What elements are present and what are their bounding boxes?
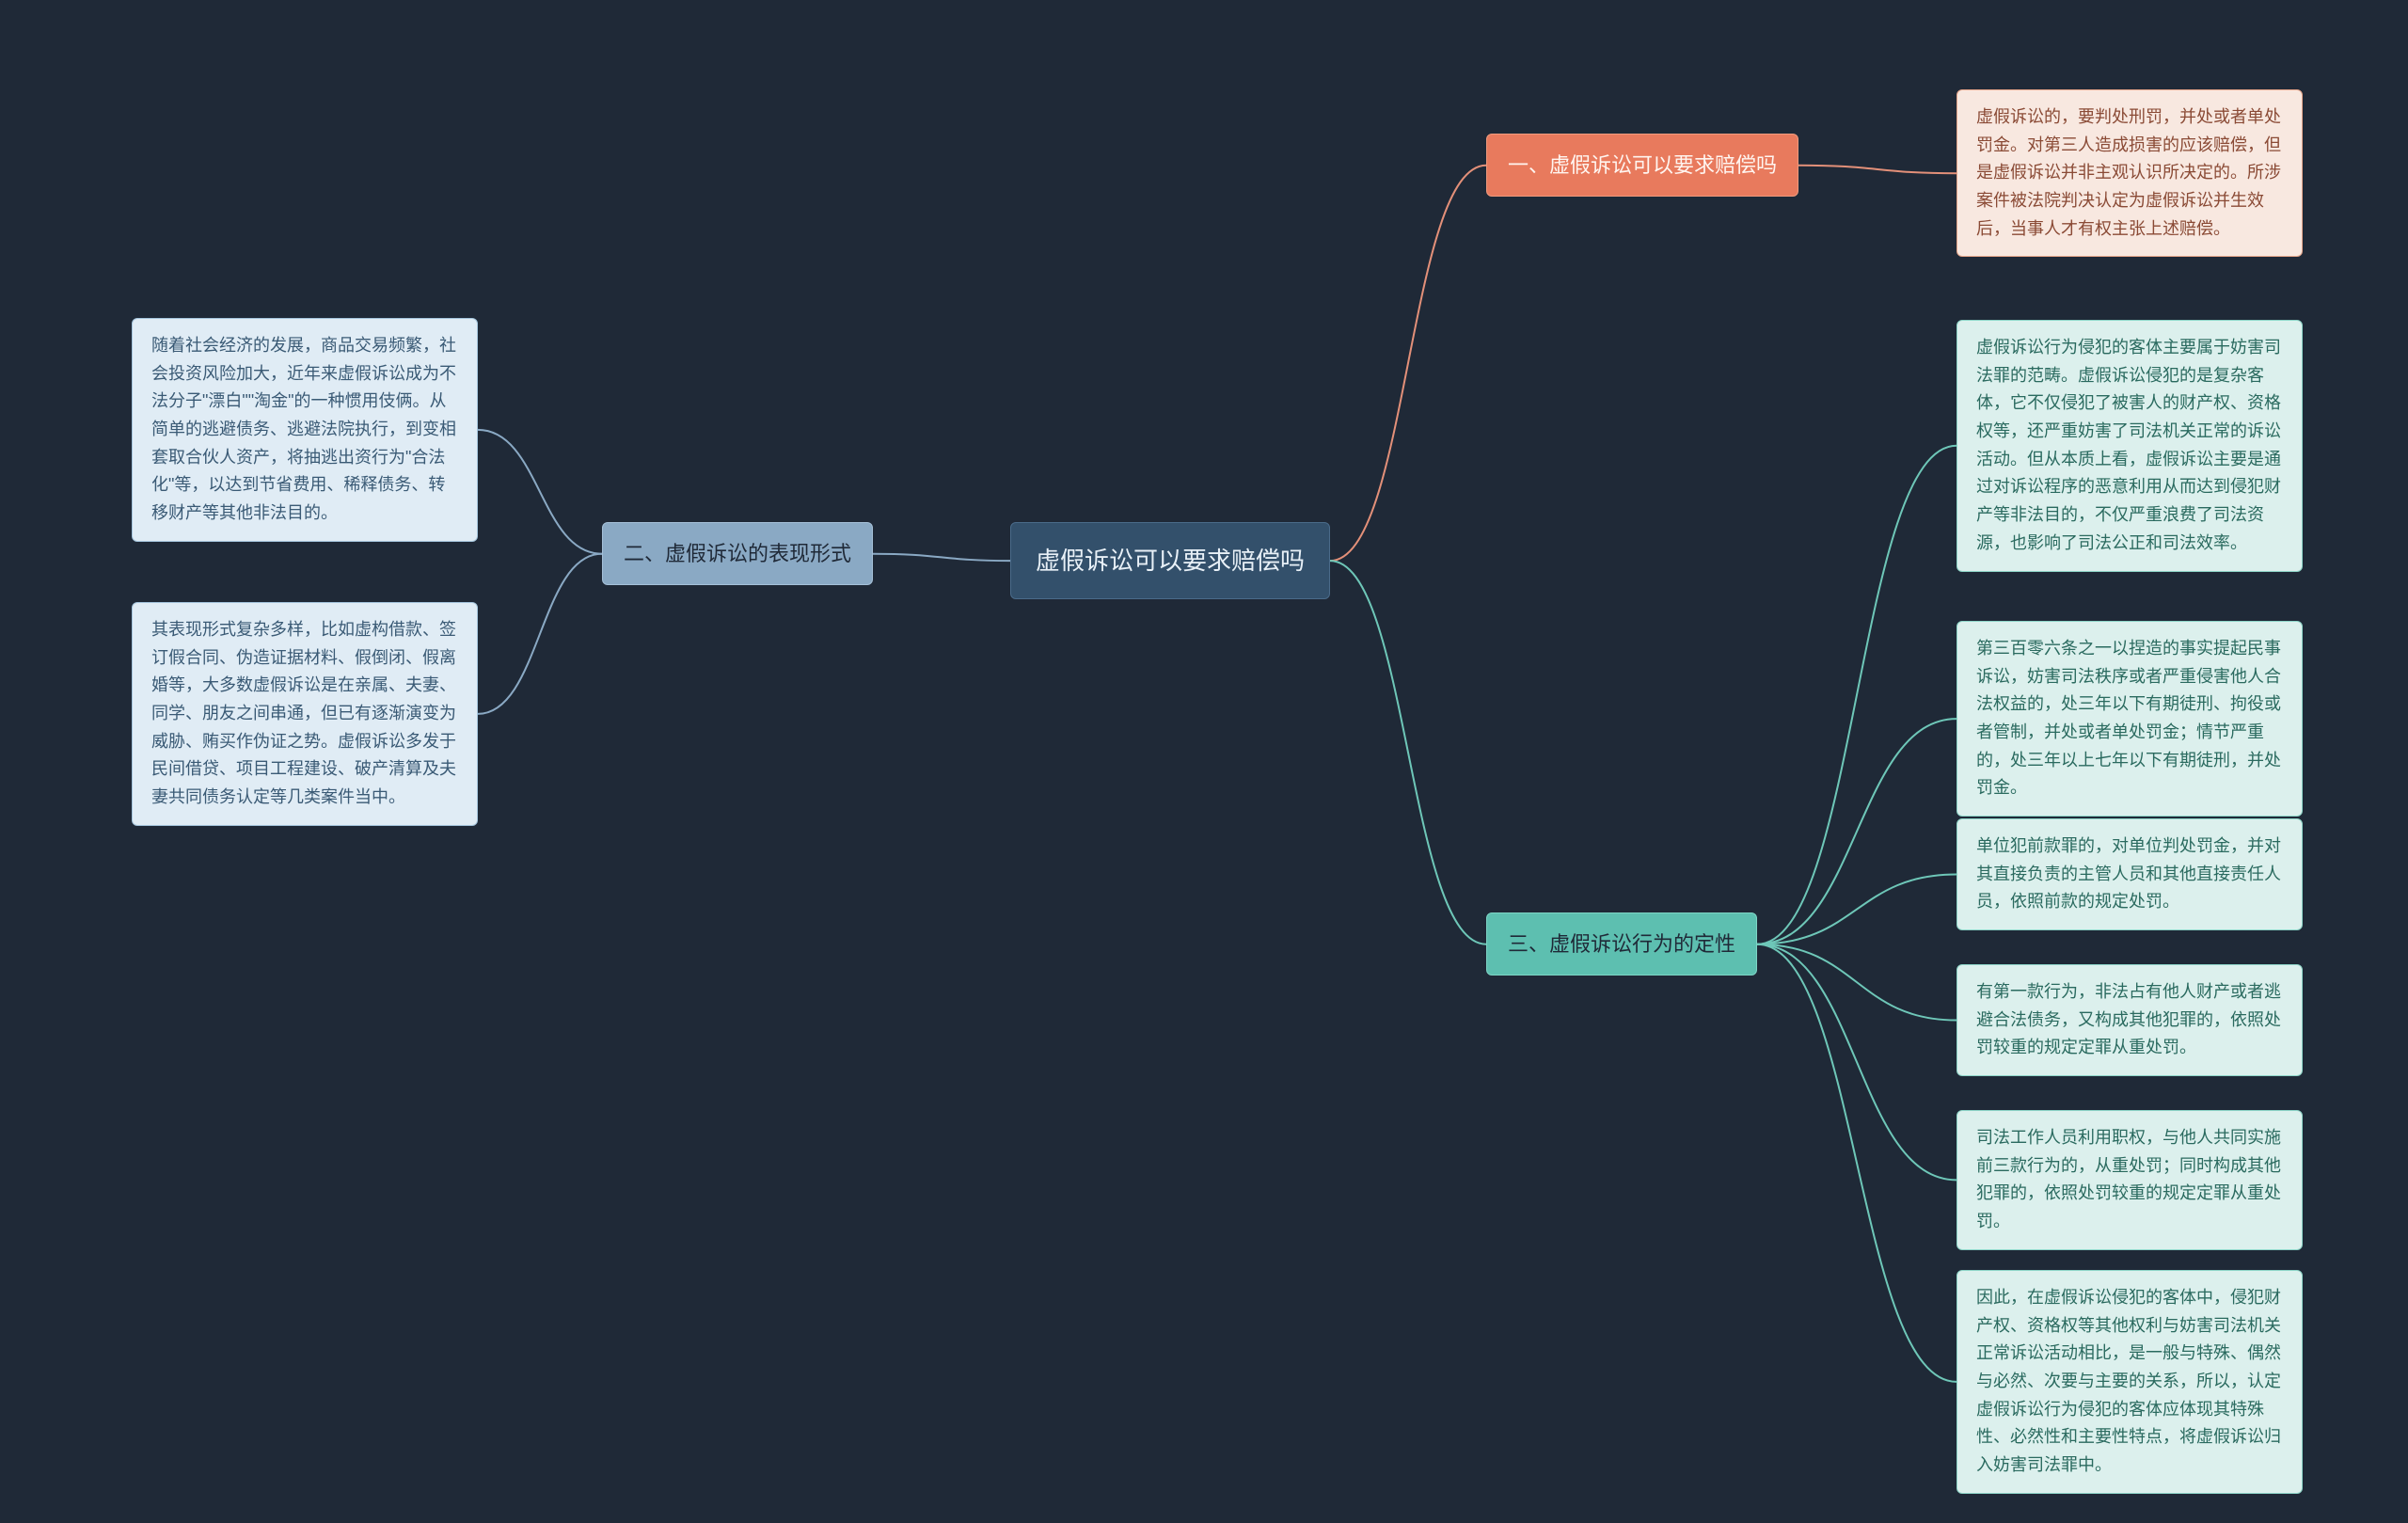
root-node[interactable]: 虚假诉讼可以要求赔偿吗 xyxy=(1010,522,1330,599)
leaf-2-0[interactable]: 随着社会经济的发展，商品交易频繁，社会投资风险加大，近年来虚假诉讼成为不法分子"… xyxy=(132,318,478,542)
leaf-3-1[interactable]: 第三百零六条之一以捏造的事实提起民事诉讼，妨害司法秩序或者严重侵害他人合法权益的… xyxy=(1956,621,2303,817)
leaf-3-5[interactable]: 因此，在虚假诉讼侵犯的客体中，侵犯财产权、资格权等其他权利与妨害司法机关正常诉讼… xyxy=(1956,1270,2303,1494)
leaf-3-2[interactable]: 单位犯前款罪的，对单位判处罚金，并对其直接负责的主管人员和其他直接责任人员，依照… xyxy=(1956,818,2303,930)
leaf-1-0[interactable]: 虚假诉讼的，要判处刑罚，并处或者单处罚金。对第三人造成损害的应该赔偿，但是虚假诉… xyxy=(1956,89,2303,257)
branch-3[interactable]: 三、虚假诉讼行为的定性 xyxy=(1486,912,1757,976)
leaf-3-0[interactable]: 虚假诉讼行为侵犯的客体主要属于妨害司法罪的范畴。虚假诉讼侵犯的是复杂客体，它不仅… xyxy=(1956,320,2303,572)
leaf-3-4[interactable]: 司法工作人员利用职权，与他人共同实施前三款行为的，从重处罚；同时构成其他犯罪的，… xyxy=(1956,1110,2303,1250)
leaf-2-1[interactable]: 其表现形式复杂多样，比如虚构借款、签订假合同、伪造证据材料、假倒闭、假离婚等，大… xyxy=(132,602,478,826)
branch-1[interactable]: 一、虚假诉讼可以要求赔偿吗 xyxy=(1486,134,1798,197)
leaf-3-3[interactable]: 有第一款行为，非法占有他人财产或者逃避合法债务，又构成其他犯罪的，依照处罚较重的… xyxy=(1956,964,2303,1076)
branch-2[interactable]: 二、虚假诉讼的表现形式 xyxy=(602,522,873,585)
